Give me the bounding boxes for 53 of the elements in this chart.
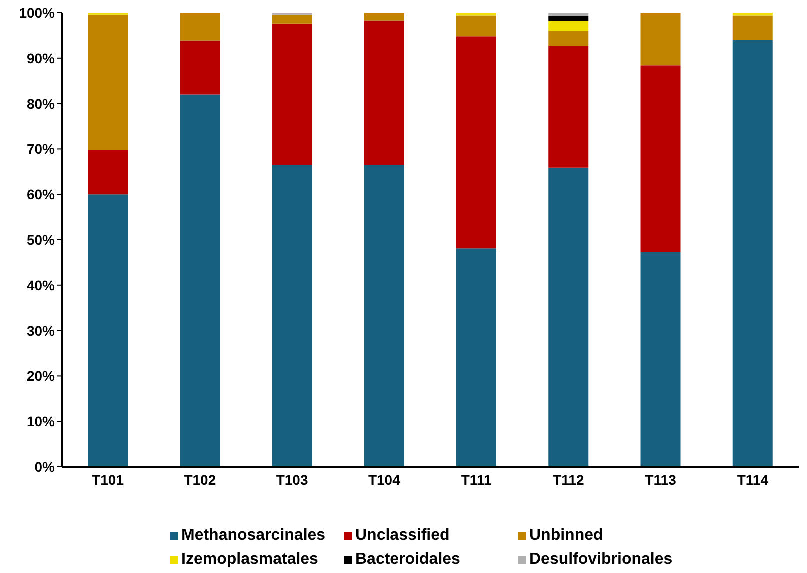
- y-tick-label: 70%: [26, 141, 56, 158]
- bar: [364, 166, 404, 467]
- bar: [548, 46, 589, 168]
- legend-label: Desulfovibrionales: [530, 551, 673, 569]
- bar: [180, 40, 220, 95]
- y-tick-label: 10%: [26, 414, 56, 430]
- legend-label: Izemoplasmatales: [182, 551, 318, 569]
- y-tick-label: 60%: [26, 186, 56, 203]
- y-tick-label: 90%: [26, 50, 56, 66]
- bar: [272, 166, 312, 467]
- x-tick-label: T104: [368, 472, 401, 488]
- bar: [456, 248, 496, 467]
- bar: [180, 13, 220, 41]
- bar: [272, 14, 312, 24]
- bar: [640, 13, 681, 66]
- bar: [732, 16, 773, 40]
- bar: [548, 31, 589, 46]
- bar: [272, 24, 312, 166]
- bar: [640, 66, 681, 252]
- legend-label: Bacteroidales: [356, 551, 460, 569]
- x-tick-label: T112: [553, 472, 584, 488]
- bar: [548, 16, 589, 22]
- bar: [364, 13, 404, 21]
- y-tick-label: 80%: [26, 96, 56, 112]
- bar: [180, 94, 220, 467]
- bar: [88, 150, 128, 195]
- bar: [456, 36, 496, 249]
- y-tick-label: 50%: [26, 232, 56, 248]
- bar: [456, 13, 496, 16]
- y-tick-label: 20%: [26, 368, 56, 384]
- bar: [548, 21, 589, 32]
- legend-label: Methanosarcinales: [182, 527, 326, 545]
- y-tick-label: 30%: [26, 322, 56, 339]
- x-tick-label: T102: [184, 472, 216, 488]
- y-tick-label: 100%: [19, 4, 56, 21]
- bar: [640, 252, 681, 467]
- x-tick-label: T114: [737, 472, 769, 488]
- x-tick-label: T113: [645, 472, 677, 488]
- bar: [548, 168, 589, 467]
- y-tick-label: 0%: [34, 458, 56, 475]
- x-tick-label: T103: [276, 472, 308, 488]
- bar: [732, 13, 773, 16]
- x-tick-label: T111: [461, 472, 492, 488]
- bar: [364, 20, 404, 166]
- legend-label: Unbinned: [530, 527, 604, 545]
- legend-label: Unclassified: [356, 527, 450, 545]
- bar: [548, 13, 589, 16]
- bar: [88, 14, 128, 151]
- bar: [732, 40, 773, 467]
- bar: [456, 16, 496, 37]
- bar: [88, 194, 128, 467]
- y-tick-label: 40%: [26, 277, 56, 294]
- x-tick-label: T101: [92, 472, 124, 488]
